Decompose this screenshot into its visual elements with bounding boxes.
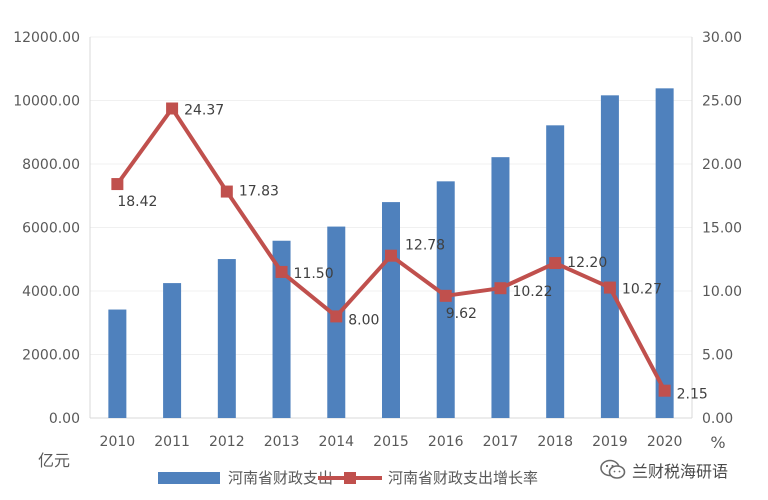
watermark: 兰财税海研语 bbox=[600, 458, 728, 482]
y-right-tick-label: 5.00 bbox=[702, 348, 733, 364]
data-label: 8.00 bbox=[348, 312, 379, 328]
bar bbox=[600, 95, 619, 418]
y-left-tick-label: 2000.00 bbox=[22, 348, 80, 364]
y-right-tick-label: 25.00 bbox=[702, 94, 742, 110]
line-marker bbox=[658, 384, 671, 397]
y-left-tick-label: 8000.00 bbox=[22, 157, 80, 173]
y-left-tick-label: 12000.00 bbox=[13, 30, 80, 46]
data-label: 12.20 bbox=[567, 255, 607, 271]
watermark-text: 兰财税海研语 bbox=[632, 462, 729, 481]
data-label: 2.15 bbox=[677, 387, 708, 403]
data-label: 12.78 bbox=[405, 238, 445, 254]
line-marker bbox=[439, 289, 452, 302]
line-marker bbox=[603, 281, 616, 294]
y-left-tick-label: 4000.00 bbox=[22, 284, 80, 300]
x-tick-label: 2011 bbox=[154, 434, 190, 450]
x-tick-label: 2018 bbox=[537, 434, 573, 450]
data-label: 24.37 bbox=[184, 103, 224, 119]
wechat-icon bbox=[600, 459, 626, 479]
legend-label: 河南省财政支出 bbox=[228, 469, 333, 487]
x-tick-label: 2013 bbox=[264, 434, 300, 450]
x-tick-label: 2020 bbox=[647, 434, 683, 450]
x-tick-label: 2012 bbox=[209, 434, 245, 450]
y-right-tick-label: 20.00 bbox=[702, 157, 742, 173]
legend-swatch-marker bbox=[344, 472, 356, 484]
line-marker bbox=[220, 185, 233, 198]
x-tick-label: 2019 bbox=[592, 434, 628, 450]
y-left-unit-label: 亿元 bbox=[38, 451, 70, 470]
line-marker bbox=[330, 310, 343, 323]
x-tick-label: 2016 bbox=[428, 434, 464, 450]
line-marker bbox=[275, 265, 288, 278]
y-right-tick-label: 10.00 bbox=[702, 284, 742, 300]
data-label: 18.42 bbox=[117, 194, 157, 210]
data-label: 10.22 bbox=[512, 284, 552, 300]
y-left-tick-label: 6000.00 bbox=[22, 221, 80, 237]
data-label: 17.83 bbox=[239, 184, 279, 200]
line-marker bbox=[166, 102, 179, 115]
legend-swatch-bar bbox=[158, 472, 220, 484]
bar bbox=[382, 202, 400, 418]
bar bbox=[108, 309, 127, 418]
bar bbox=[272, 240, 291, 418]
y-right-unit-label: % bbox=[710, 433, 725, 452]
data-label: 10.27 bbox=[622, 282, 662, 298]
y-right-tick-label: 0.00 bbox=[702, 411, 733, 427]
line-marker bbox=[111, 178, 124, 191]
y-right-tick-label: 15.00 bbox=[702, 221, 742, 237]
bar bbox=[546, 125, 565, 419]
line-marker bbox=[549, 257, 562, 270]
data-label: 11.50 bbox=[294, 266, 334, 282]
y-left-tick-label: 0.00 bbox=[49, 411, 80, 427]
y-right-tick-label: 30.00 bbox=[702, 30, 742, 46]
y-left-tick-label: 10000.00 bbox=[13, 94, 80, 110]
legend-label: 河南省财政支出增长率 bbox=[388, 469, 538, 487]
bar bbox=[163, 283, 182, 418]
line-marker bbox=[494, 282, 507, 295]
bar bbox=[655, 88, 674, 418]
x-tick-label: 2014 bbox=[318, 434, 354, 450]
bar bbox=[217, 259, 236, 418]
x-tick-label: 2015 bbox=[373, 434, 409, 450]
data-label: 9.62 bbox=[446, 306, 477, 322]
line-marker bbox=[385, 249, 397, 262]
x-tick-label: 2010 bbox=[100, 434, 136, 450]
x-tick-label: 2017 bbox=[483, 434, 519, 450]
